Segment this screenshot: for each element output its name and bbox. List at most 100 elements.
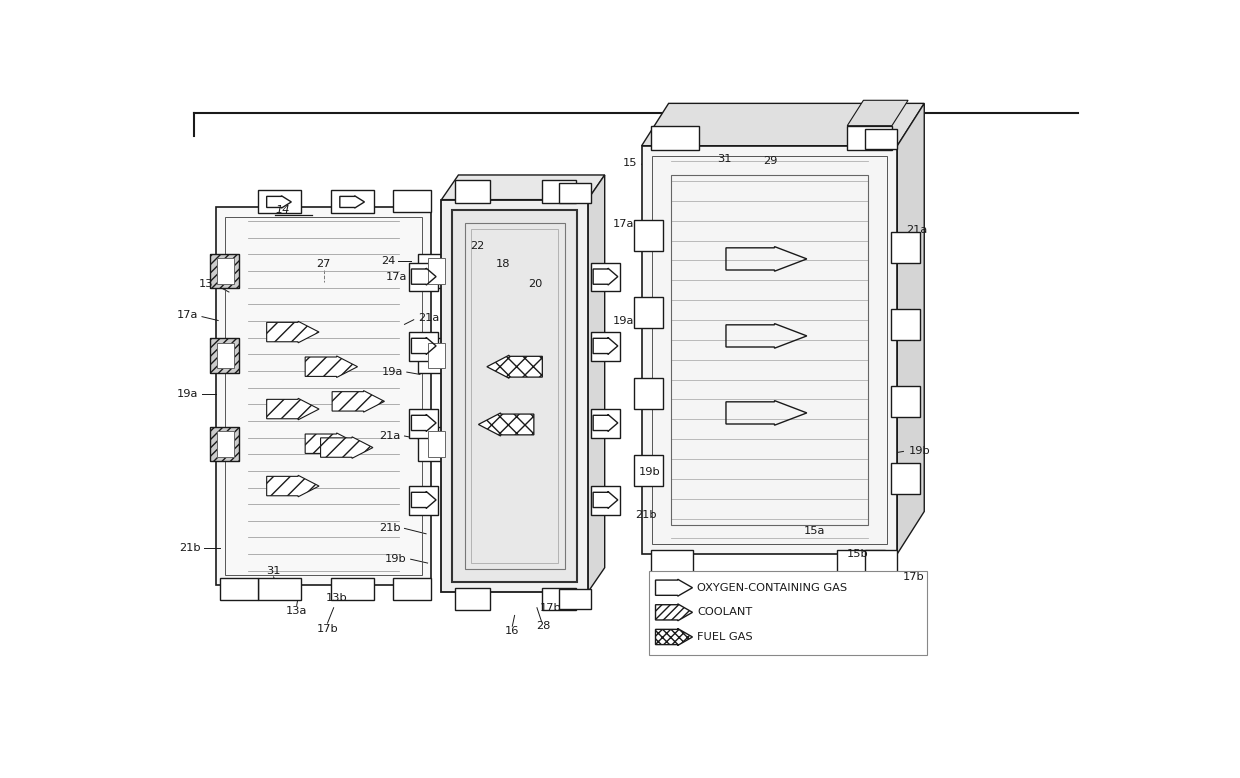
Text: OXYGEN-CONTAINING GAS: OXYGEN-CONTAINING GAS bbox=[697, 583, 847, 593]
Bar bbox=[652, 156, 888, 544]
Polygon shape bbox=[847, 100, 908, 126]
Bar bbox=[331, 579, 373, 600]
Text: 19b: 19b bbox=[909, 447, 930, 457]
Text: 17b: 17b bbox=[903, 572, 925, 582]
Text: 21a: 21a bbox=[418, 314, 440, 323]
Polygon shape bbox=[479, 413, 534, 436]
Bar bbox=[210, 427, 239, 461]
Bar bbox=[651, 550, 693, 572]
Polygon shape bbox=[267, 398, 319, 420]
Text: 21a: 21a bbox=[379, 431, 401, 441]
Text: 17a: 17a bbox=[613, 219, 634, 230]
Bar bbox=[217, 258, 234, 283]
Bar bbox=[226, 216, 422, 576]
Bar bbox=[590, 409, 620, 437]
Bar bbox=[866, 550, 898, 572]
Text: 15: 15 bbox=[622, 158, 637, 168]
Bar bbox=[641, 145, 898, 554]
Text: 14: 14 bbox=[275, 205, 290, 216]
Text: 17a: 17a bbox=[386, 272, 407, 282]
Bar bbox=[418, 338, 446, 373]
Bar bbox=[210, 338, 239, 373]
Bar bbox=[634, 220, 663, 251]
Text: 19a: 19a bbox=[382, 367, 403, 377]
Bar bbox=[441, 200, 588, 592]
Bar bbox=[409, 332, 439, 360]
Bar bbox=[590, 332, 620, 360]
Bar bbox=[216, 207, 432, 584]
Text: 29: 29 bbox=[763, 156, 777, 166]
Bar bbox=[651, 126, 698, 150]
Bar bbox=[428, 431, 445, 457]
Bar bbox=[634, 297, 663, 328]
Bar bbox=[455, 588, 490, 610]
Text: 17a: 17a bbox=[177, 310, 198, 320]
Text: 13: 13 bbox=[200, 279, 213, 289]
Bar bbox=[892, 386, 920, 417]
Text: 19b: 19b bbox=[386, 554, 407, 564]
Bar bbox=[210, 427, 239, 461]
Text: 19b: 19b bbox=[639, 468, 660, 477]
Bar bbox=[866, 129, 898, 149]
Bar bbox=[393, 191, 432, 212]
Bar bbox=[418, 254, 446, 288]
Bar bbox=[210, 338, 239, 373]
Bar bbox=[892, 463, 920, 494]
Polygon shape bbox=[898, 103, 924, 554]
Polygon shape bbox=[267, 475, 319, 497]
Text: 21b: 21b bbox=[379, 524, 401, 534]
Text: 27: 27 bbox=[316, 259, 331, 269]
Text: 15b: 15b bbox=[847, 548, 868, 559]
Bar bbox=[634, 378, 663, 409]
Text: 24: 24 bbox=[381, 256, 396, 266]
Text: 13b: 13b bbox=[326, 593, 347, 603]
Bar bbox=[590, 263, 620, 291]
Bar bbox=[428, 343, 445, 368]
Bar bbox=[418, 427, 446, 461]
Bar bbox=[409, 409, 439, 437]
Polygon shape bbox=[656, 629, 692, 646]
Polygon shape bbox=[588, 175, 605, 592]
Bar bbox=[650, 571, 926, 655]
Bar bbox=[671, 175, 868, 524]
Bar bbox=[634, 455, 663, 486]
Bar bbox=[455, 180, 490, 204]
Bar bbox=[542, 588, 577, 610]
Polygon shape bbox=[305, 433, 357, 454]
Text: 22: 22 bbox=[470, 241, 485, 251]
Polygon shape bbox=[332, 391, 384, 412]
Text: 19a: 19a bbox=[613, 316, 634, 325]
Polygon shape bbox=[305, 356, 357, 377]
Bar bbox=[471, 229, 558, 563]
Text: 15a: 15a bbox=[804, 526, 825, 536]
Text: COOLANT: COOLANT bbox=[697, 608, 753, 617]
Bar bbox=[847, 126, 892, 150]
Bar bbox=[892, 309, 920, 340]
Text: 18: 18 bbox=[496, 259, 511, 269]
Text: 17b: 17b bbox=[316, 623, 339, 633]
Polygon shape bbox=[487, 356, 542, 378]
Text: 21b: 21b bbox=[179, 543, 201, 552]
Text: FUEL GAS: FUEL GAS bbox=[697, 632, 753, 642]
Text: 17b: 17b bbox=[539, 603, 562, 613]
Text: 16: 16 bbox=[505, 626, 520, 636]
Text: 20: 20 bbox=[528, 279, 543, 289]
Bar bbox=[219, 579, 258, 600]
Bar bbox=[558, 589, 590, 609]
Bar bbox=[409, 263, 439, 291]
Bar bbox=[217, 431, 234, 457]
Polygon shape bbox=[656, 604, 692, 621]
Bar bbox=[590, 486, 620, 514]
Bar bbox=[558, 183, 590, 203]
Text: 21b: 21b bbox=[635, 510, 657, 520]
Text: 19a: 19a bbox=[177, 389, 198, 398]
Bar bbox=[331, 191, 373, 213]
Bar bbox=[393, 579, 432, 600]
Bar bbox=[258, 579, 300, 600]
Bar bbox=[542, 180, 577, 204]
Bar bbox=[210, 254, 239, 288]
Polygon shape bbox=[441, 175, 605, 200]
Bar bbox=[428, 258, 445, 283]
Bar bbox=[210, 254, 239, 288]
Text: 28: 28 bbox=[536, 621, 551, 631]
